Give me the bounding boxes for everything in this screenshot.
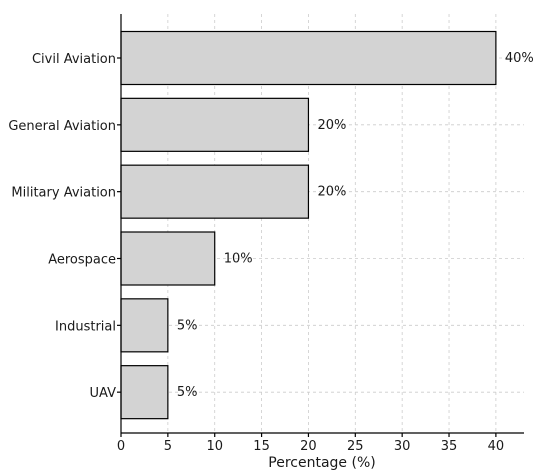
data-label: 20% [317, 185, 346, 200]
bar-industrial [120, 298, 169, 353]
category-label: Military Aviation [11, 186, 116, 201]
bar-military-aviation [120, 164, 310, 219]
x-tick-label: 15 [253, 439, 270, 454]
data-label: 20% [317, 118, 346, 133]
data-label: 10% [224, 252, 253, 267]
bar-aerospace [120, 231, 216, 286]
x-tick-label: 35 [441, 439, 458, 454]
bar-uav [120, 365, 169, 420]
category-label: UAV [90, 386, 117, 401]
data-label: 40% [505, 51, 534, 66]
data-label: 5% [177, 385, 198, 400]
axis-layer [120, 14, 524, 434]
x-tick-label: 5 [164, 439, 172, 454]
category-label: Aerospace [48, 253, 116, 268]
x-tick-label: 40 [488, 439, 505, 454]
bar-civil-aviation [120, 30, 497, 86]
bar-layer [120, 30, 497, 420]
x-axis-title: Percentage (%) [268, 455, 375, 471]
category-label: Industrial [55, 319, 116, 334]
data-label: 5% [177, 318, 198, 333]
label-layer: 0 5 10 15 20 25 30 35 40 Civil Aviation 40% General… [8, 51, 533, 454]
x-tick-label: 20 [300, 439, 317, 454]
bar-general-aviation [120, 97, 310, 152]
category-label: Civil Aviation [32, 52, 116, 67]
x-tick-label: 10 [206, 439, 223, 454]
x-tick-label: 25 [347, 439, 364, 454]
x-tick-label: 30 [394, 439, 411, 454]
x-tick-label: 0 [117, 439, 125, 454]
category-label: General Aviation [8, 119, 116, 134]
